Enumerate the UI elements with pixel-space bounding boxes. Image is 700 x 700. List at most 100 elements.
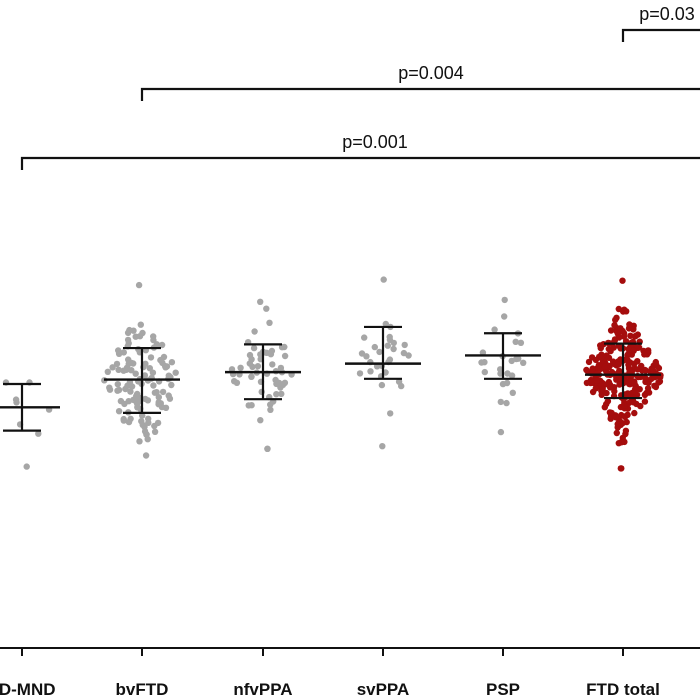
- data-point: [595, 362, 603, 369]
- p-value-label: p=0.001: [342, 132, 408, 152]
- data-point: [254, 363, 262, 370]
- data-point: [401, 341, 408, 349]
- data-point: [611, 322, 618, 329]
- data-point: [157, 356, 164, 364]
- data-point: [109, 364, 116, 371]
- data-point: [618, 465, 625, 472]
- data-point: [248, 373, 255, 380]
- comparison-bracket: [140, 87, 700, 101]
- data-point: [624, 356, 631, 364]
- comparison-bracket: [20, 156, 700, 170]
- data-point: [601, 363, 608, 370]
- data-point: [652, 358, 659, 366]
- data-point: [624, 352, 631, 359]
- data-point: [264, 445, 271, 452]
- data-point: [165, 372, 172, 379]
- data-point: [481, 368, 488, 376]
- data-point: [151, 422, 158, 430]
- data-point: [269, 361, 276, 368]
- data-point: [601, 404, 608, 411]
- data-point: [168, 359, 176, 366]
- data-point: [515, 355, 522, 362]
- p-value-label: p=0.004: [398, 63, 464, 83]
- data-point: [120, 367, 127, 374]
- data-point: [501, 313, 508, 320]
- data-point: [593, 377, 600, 384]
- data-point: [589, 365, 596, 372]
- data-point: [356, 370, 364, 377]
- category-label: bvFTD: [116, 680, 169, 699]
- data-point: [276, 379, 283, 387]
- data-point: [113, 360, 121, 368]
- data-point: [631, 389, 638, 396]
- data-point: [379, 443, 386, 450]
- data-point: [143, 431, 150, 438]
- data-point: [625, 361, 632, 368]
- data-point: [115, 347, 122, 354]
- data-point: [145, 419, 152, 426]
- data-point: [251, 328, 258, 335]
- data-point: [509, 389, 516, 396]
- data-point: [146, 365, 153, 372]
- data-point: [263, 305, 270, 312]
- data-point: [605, 345, 612, 353]
- category-label: PSP: [486, 680, 520, 699]
- data-point: [277, 364, 285, 372]
- data-point: [607, 327, 615, 334]
- data-point: [592, 356, 600, 364]
- data-point: [626, 368, 633, 375]
- data-point: [405, 352, 412, 359]
- data-point: [376, 348, 383, 356]
- data-point: [512, 338, 519, 345]
- data-point: [142, 395, 149, 403]
- data-point: [613, 429, 620, 437]
- data-point: [231, 378, 238, 385]
- data-point: [161, 362, 169, 370]
- data-point: [626, 321, 633, 328]
- data-points: [2, 276, 664, 472]
- data-point: [267, 351, 275, 358]
- data-point: [631, 380, 638, 387]
- data-point: [517, 339, 525, 346]
- data-point: [390, 345, 397, 353]
- data-point: [619, 277, 626, 284]
- data-point: [499, 380, 507, 388]
- data-point: [508, 357, 515, 365]
- data-point: [622, 427, 630, 434]
- data-point: [597, 342, 604, 349]
- data-point: [135, 281, 143, 289]
- data-point: [130, 396, 137, 403]
- data-point: [606, 384, 614, 391]
- data-point: [278, 344, 286, 351]
- data-point: [257, 417, 264, 424]
- data-point: [23, 463, 30, 470]
- data-point: [136, 333, 144, 340]
- data-point: [599, 385, 606, 393]
- data-point: [620, 333, 628, 340]
- data-point: [273, 391, 280, 398]
- data-point: [128, 383, 136, 390]
- data-point: [617, 325, 624, 332]
- data-point: [13, 399, 20, 406]
- data-point: [631, 409, 638, 417]
- data-point: [604, 398, 612, 405]
- data-point: [155, 394, 162, 401]
- category-label: FTD total: [586, 680, 660, 699]
- data-point: [159, 388, 167, 396]
- data-point: [35, 430, 42, 437]
- data-point: [382, 320, 389, 328]
- data-point: [614, 420, 621, 428]
- data-point: [257, 298, 264, 305]
- data-point: [166, 395, 174, 402]
- data-point: [497, 428, 505, 436]
- data-point: [267, 406, 274, 413]
- data-point: [137, 321, 144, 328]
- data-point: [367, 368, 374, 375]
- data-point: [114, 381, 122, 388]
- data-point: [130, 327, 137, 334]
- data-point: [497, 398, 504, 406]
- data-point: [387, 410, 394, 417]
- data-point: [642, 375, 649, 382]
- data-point: [142, 452, 150, 459]
